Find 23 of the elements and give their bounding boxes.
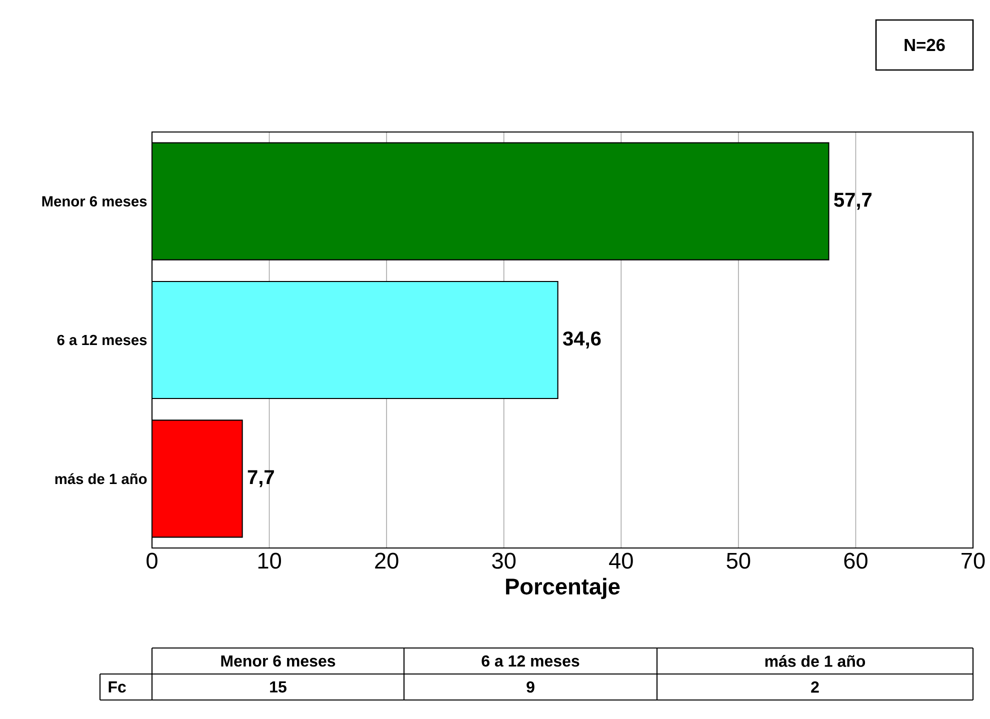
text: N=26 [904,38,945,52]
text: Fc [108,681,126,693]
x-tick-label: 60 [844,552,868,569]
x-tick-label: 30 [492,552,516,569]
x-tick-label: 0 [146,552,158,569]
x-tick-label: 40 [609,552,633,569]
data-label: 7,7 [248,470,274,488]
category-label: Menor 6 meses [221,655,336,667]
x-tick-label: 20 [375,552,398,569]
data-label: 34,6 [562,331,601,349]
y-tick-label: 6 a 12 meses [57,334,147,346]
category-label: más de 1 año [765,655,866,667]
y-tick-label: Menor 6 meses [42,196,147,207]
y-tick-label: más de 1 año [55,473,147,484]
text: 2 [811,681,819,693]
category-label: 6 a 12 meses [482,655,580,667]
data-label: 57,7 [834,192,872,210]
x-tick-label: 50 [726,552,750,569]
x-axis-title: Porcentaje [506,578,620,600]
x-tick-label: 10 [258,552,282,569]
x-tick-label: 70 [962,552,985,569]
text: 9 [526,681,534,693]
text: 15 [270,681,286,693]
